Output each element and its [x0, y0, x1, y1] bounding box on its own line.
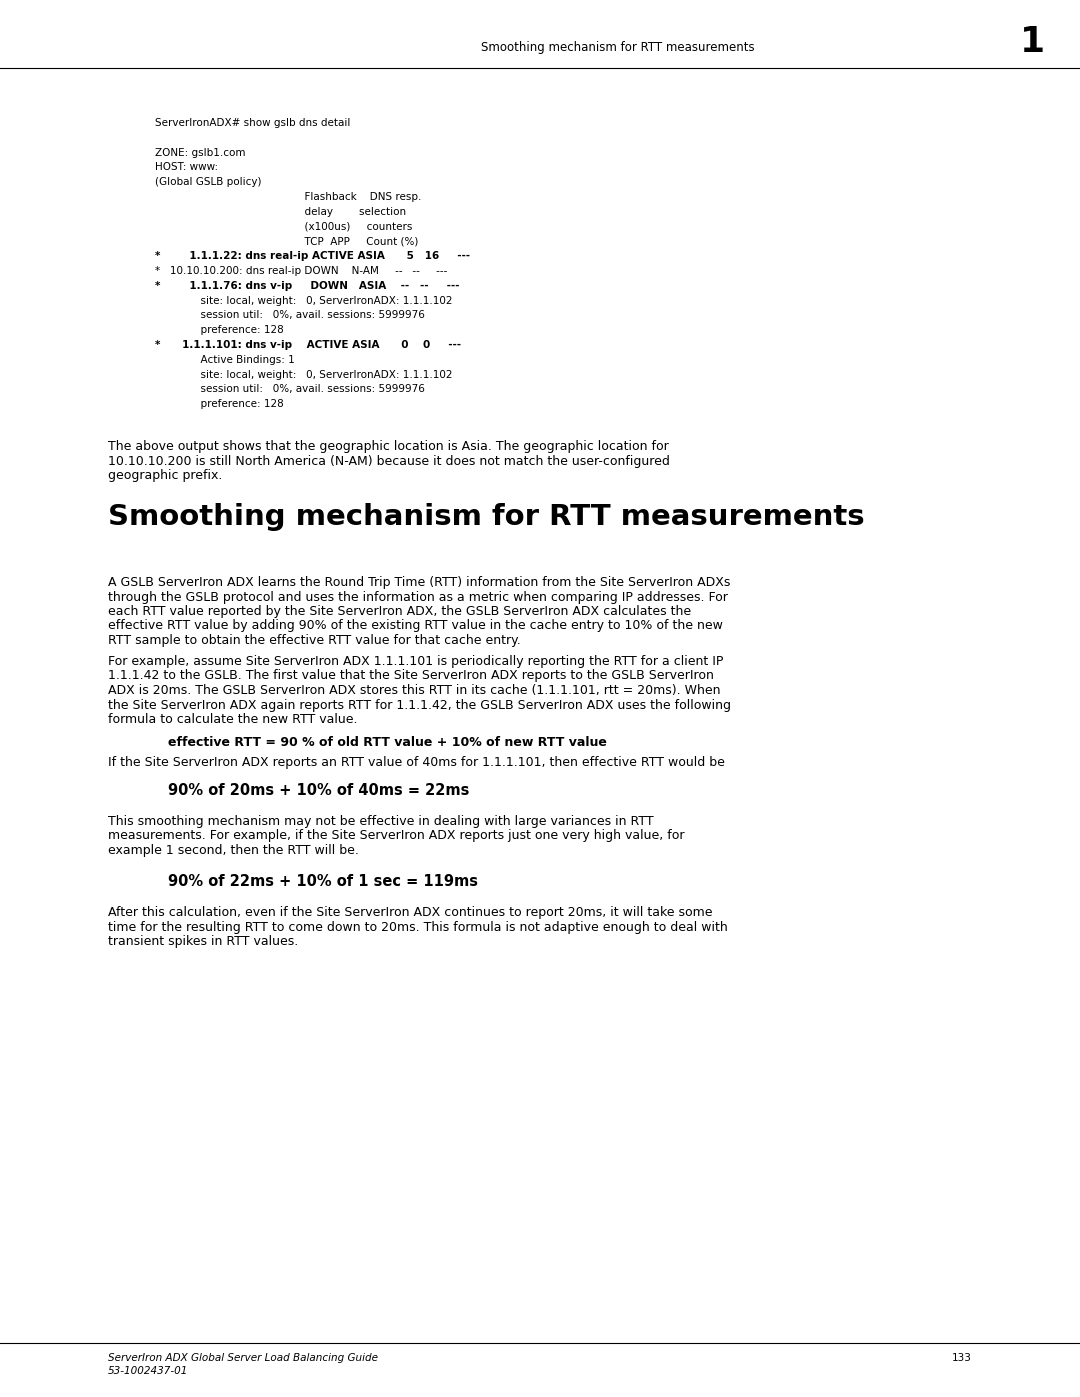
Text: ZONE: gslb1.com: ZONE: gslb1.com [156, 148, 245, 158]
Text: example 1 second, then the RTT will be.: example 1 second, then the RTT will be. [108, 844, 359, 856]
Text: session util:   0%, avail. sessions: 5999976: session util: 0%, avail. sessions: 59999… [156, 384, 424, 394]
Text: 10.10.10.200 is still North America (N-AM) because it does not match the user-co: 10.10.10.200 is still North America (N-A… [108, 454, 670, 468]
Text: HOST: www:: HOST: www: [156, 162, 218, 172]
Text: 1: 1 [1021, 25, 1045, 59]
Text: formula to calculate the new RTT value.: formula to calculate the new RTT value. [108, 712, 357, 726]
Text: 133: 133 [953, 1354, 972, 1363]
Text: ServerIron ADX Global Server Load Balancing Guide: ServerIron ADX Global Server Load Balanc… [108, 1354, 378, 1363]
Text: preference: 128: preference: 128 [156, 400, 284, 409]
Text: effective RTT value by adding 90% of the existing RTT value in the cache entry t: effective RTT value by adding 90% of the… [108, 619, 723, 633]
Text: 1.1.1.42 to the GSLB. The first value that the Site ServerIron ADX reports to th: 1.1.1.42 to the GSLB. The first value th… [108, 669, 714, 683]
Text: each RTT value reported by the Site ServerIron ADX, the GSLB ServerIron ADX calc: each RTT value reported by the Site Serv… [108, 605, 691, 617]
Text: ADX is 20ms. The GSLB ServerIron ADX stores this RTT in its cache (1.1.1.101, rt: ADX is 20ms. The GSLB ServerIron ADX sto… [108, 685, 720, 697]
Text: 90% of 22ms + 10% of 1 sec = 119ms: 90% of 22ms + 10% of 1 sec = 119ms [168, 875, 478, 888]
Text: For example, assume Site ServerIron ADX 1.1.1.101 is periodically reporting the : For example, assume Site ServerIron ADX … [108, 655, 724, 668]
Text: Active Bindings: 1: Active Bindings: 1 [156, 355, 295, 365]
Text: (Global GSLB policy): (Global GSLB policy) [156, 177, 261, 187]
Text: site: local, weight:   0, ServerIronADX: 1.1.1.102: site: local, weight: 0, ServerIronADX: 1… [156, 370, 453, 380]
Text: 53-1002437-01: 53-1002437-01 [108, 1366, 188, 1376]
Text: transient spikes in RTT values.: transient spikes in RTT values. [108, 935, 298, 949]
Text: *      1.1.1.101: dns v-ip    ACTIVE ASIA      0    0     ---: * 1.1.1.101: dns v-ip ACTIVE ASIA 0 0 --… [156, 339, 461, 351]
Text: Flashback    DNS resp.: Flashback DNS resp. [156, 191, 421, 203]
Text: Smoothing mechanism for RTT measurements: Smoothing mechanism for RTT measurements [482, 42, 755, 54]
Text: measurements. For example, if the Site ServerIron ADX reports just one very high: measurements. For example, if the Site S… [108, 830, 685, 842]
Text: preference: 128: preference: 128 [156, 326, 284, 335]
Text: session util:   0%, avail. sessions: 5999976: session util: 0%, avail. sessions: 59999… [156, 310, 424, 320]
Text: If the Site ServerIron ADX reports an RTT value of 40ms for 1.1.1.101, then effe: If the Site ServerIron ADX reports an RT… [108, 756, 725, 768]
Text: (x100us)     counters: (x100us) counters [156, 222, 413, 232]
Text: Smoothing mechanism for RTT measurements: Smoothing mechanism for RTT measurements [108, 503, 865, 531]
Text: A GSLB ServerIron ADX learns the Round Trip Time (RTT) information from the Site: A GSLB ServerIron ADX learns the Round T… [108, 576, 730, 590]
Text: 90% of 20ms + 10% of 40ms = 22ms: 90% of 20ms + 10% of 40ms = 22ms [168, 782, 470, 798]
Text: ServerIronADX# show gslb dns detail: ServerIronADX# show gslb dns detail [156, 117, 350, 129]
Text: *        1.1.1.76: dns v-ip     DOWN   ASIA    --   --     ---: * 1.1.1.76: dns v-ip DOWN ASIA -- -- --- [156, 281, 459, 291]
Text: geographic prefix.: geographic prefix. [108, 469, 222, 482]
Text: through the GSLB protocol and uses the information as a metric when comparing IP: through the GSLB protocol and uses the i… [108, 591, 728, 604]
Text: *        1.1.1.22: dns real-ip ACTIVE ASIA      5   16     ---: * 1.1.1.22: dns real-ip ACTIVE ASIA 5 16… [156, 251, 470, 261]
Text: After this calculation, even if the Site ServerIron ADX continues to report 20ms: After this calculation, even if the Site… [108, 907, 713, 919]
Text: This smoothing mechanism may not be effective in dealing with large variances in: This smoothing mechanism may not be effe… [108, 814, 653, 828]
Text: *   10.10.10.200: dns real-ip DOWN    N-AM     --   --     ---: * 10.10.10.200: dns real-ip DOWN N-AM --… [156, 265, 447, 277]
Text: TCP  APP     Count (%): TCP APP Count (%) [156, 236, 418, 246]
Text: effective RTT = 90 % of old RTT value + 10% of new RTT value: effective RTT = 90 % of old RTT value + … [168, 736, 607, 749]
Text: site: local, weight:   0, ServerIronADX: 1.1.1.102: site: local, weight: 0, ServerIronADX: 1… [156, 296, 453, 306]
Text: the Site ServerIron ADX again reports RTT for 1.1.1.42, the GSLB ServerIron ADX : the Site ServerIron ADX again reports RT… [108, 698, 731, 711]
Text: The above output shows that the geographic location is Asia. The geographic loca: The above output shows that the geograph… [108, 440, 669, 453]
Text: RTT sample to obtain the effective RTT value for that cache entry.: RTT sample to obtain the effective RTT v… [108, 634, 521, 647]
Text: time for the resulting RTT to come down to 20ms. This formula is not adaptive en: time for the resulting RTT to come down … [108, 921, 728, 933]
Text: delay        selection: delay selection [156, 207, 406, 217]
